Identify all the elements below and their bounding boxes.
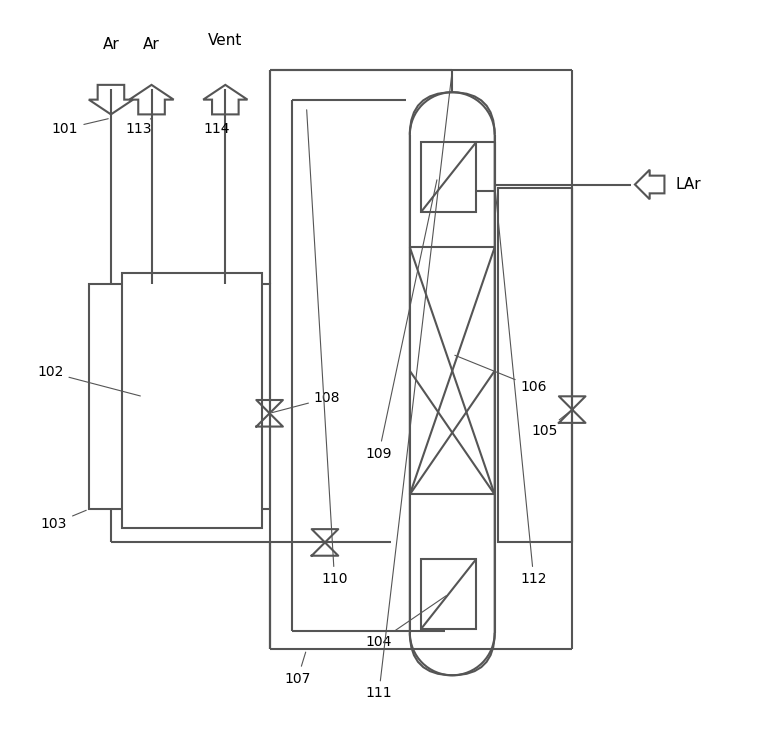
- Text: LAr: LAr: [676, 177, 701, 192]
- Bar: [89, 284, 270, 509]
- Text: 101: 101: [52, 119, 108, 136]
- Text: 111: 111: [366, 73, 452, 700]
- Text: Vent: Vent: [208, 33, 243, 48]
- FancyArrow shape: [89, 85, 133, 114]
- Text: 112: 112: [495, 187, 547, 586]
- Text: 102: 102: [37, 365, 141, 396]
- Text: 113: 113: [126, 118, 152, 136]
- Text: 107: 107: [284, 652, 311, 686]
- Text: Ar: Ar: [103, 37, 119, 52]
- Bar: [498, 188, 572, 542]
- Text: 110: 110: [306, 110, 348, 586]
- Text: 114: 114: [204, 118, 230, 136]
- FancyBboxPatch shape: [410, 92, 495, 675]
- Bar: [421, 142, 476, 213]
- Text: 104: 104: [366, 596, 446, 649]
- Text: 103: 103: [41, 510, 86, 531]
- Text: 108: 108: [273, 391, 340, 413]
- Text: 105: 105: [531, 411, 570, 438]
- Text: 106: 106: [455, 355, 547, 394]
- FancyArrow shape: [129, 85, 174, 114]
- FancyArrow shape: [204, 85, 247, 114]
- FancyArrow shape: [635, 170, 664, 199]
- Bar: [421, 559, 476, 629]
- Bar: [122, 273, 262, 528]
- Text: Ar: Ar: [143, 37, 160, 52]
- Text: 109: 109: [366, 180, 437, 461]
